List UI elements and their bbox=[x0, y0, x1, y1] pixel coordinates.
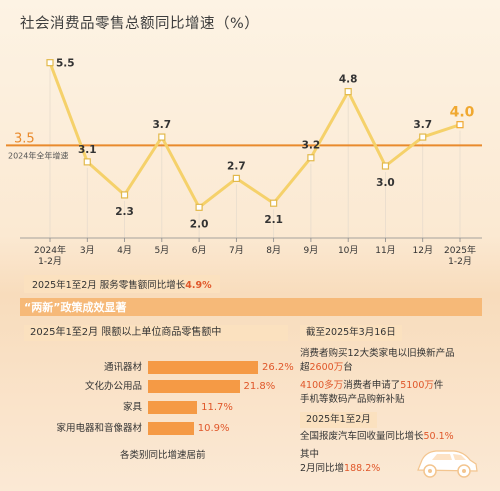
data-point bbox=[120, 191, 129, 199]
data-point bbox=[307, 154, 315, 162]
right-line-5: 全国报废汽车回收量同比增长50.1% bbox=[300, 430, 454, 443]
chart-title: 社会消费品零售总额同比增速（%） bbox=[20, 16, 260, 32]
line-chart: 3.5 2024年全年增速 5.5 3.1 2.3 3.7 2.0 2.7 2.1 3.2 4.8… bbox=[6, 58, 482, 267]
data-label: 4.8 bbox=[339, 74, 358, 86]
data-label: 3.7 bbox=[153, 119, 172, 131]
data-point bbox=[456, 121, 464, 129]
data-label: 5.5 bbox=[56, 58, 75, 70]
services-note-text: 2025年1至2月 服务零售额同比增长 bbox=[32, 280, 186, 291]
goods-bar-label: 文化办公用品 bbox=[84, 381, 142, 392]
goods-bar-row: 通讯器材 26.2% bbox=[24, 361, 304, 374]
data-point bbox=[232, 174, 240, 182]
data-label: 2.0 bbox=[190, 218, 209, 230]
right-header-2: 2025年1至2月 bbox=[300, 412, 377, 428]
x-tick-label: 8月 bbox=[266, 245, 281, 256]
right-line-2: 超2600万台 bbox=[300, 361, 353, 374]
goods-bar-value: 10.9% bbox=[197, 423, 230, 434]
data-label: 2.1 bbox=[264, 214, 283, 226]
series-line bbox=[48, 62, 461, 209]
goods-bar bbox=[148, 380, 240, 393]
goods-bar bbox=[148, 422, 194, 435]
banner-title: “两新”政策成效显著 bbox=[24, 301, 127, 314]
x-tick-label: 7月 bbox=[229, 245, 244, 256]
right-line-5-pre: 全国报废汽车回收量同比增长 bbox=[300, 431, 424, 442]
data-point bbox=[381, 162, 390, 170]
right-line-4: 手机等数码产品购新补贴 bbox=[300, 394, 405, 405]
goods-bar bbox=[148, 361, 258, 374]
data-point bbox=[344, 87, 352, 96]
x-tick-label: 10月 bbox=[338, 245, 358, 256]
data-point bbox=[195, 203, 203, 211]
goods-bar-row: 家具 11.7% bbox=[24, 401, 304, 414]
data-label: 3.0 bbox=[376, 177, 395, 189]
data-label: 4.0 bbox=[450, 105, 475, 121]
data-point bbox=[158, 133, 166, 141]
car-icon bbox=[417, 450, 478, 478]
goods-bar-label: 家具 bbox=[122, 402, 142, 413]
data-point bbox=[46, 59, 54, 67]
data-label: 2.7 bbox=[227, 160, 246, 172]
data-label: 3.7 bbox=[413, 119, 432, 131]
right-line-7-pre: 2月同比增 bbox=[300, 463, 345, 474]
services-note-value: 4.9% bbox=[185, 280, 212, 291]
reference-value-label: 3.5 bbox=[14, 131, 35, 146]
x-tick-label: 1-2月 bbox=[38, 256, 62, 267]
right-line-2-pre: 超 bbox=[300, 362, 310, 373]
right-line-3-value-2: 5100万 bbox=[400, 380, 434, 391]
goods-bar-row: 家用电器和音像器材 10.9% bbox=[24, 422, 304, 435]
data-label: 3.1 bbox=[78, 144, 97, 156]
data-point bbox=[419, 133, 427, 141]
right-header-1: 截至2025年3月16日 bbox=[300, 325, 402, 341]
x-tick-label: 5月 bbox=[154, 245, 169, 256]
x-tick-label: 4月 bbox=[117, 245, 132, 256]
data-point bbox=[270, 199, 278, 207]
services-note: 2025年1至2月 服务零售额同比增长4.9% bbox=[24, 275, 220, 293]
data-label: 3.2 bbox=[302, 140, 321, 152]
x-tick-label: 6月 bbox=[192, 245, 207, 256]
banner-bar bbox=[20, 298, 482, 316]
x-tick-label: 2024年 bbox=[34, 244, 66, 256]
right-line-3-mid: 消费者申请了 bbox=[343, 380, 401, 391]
goods-bar-label: 通讯器材 bbox=[103, 362, 142, 373]
goods-bar-value: 11.7% bbox=[201, 402, 233, 413]
right-line-1: 消费者购买12大类家电以旧换新产品 bbox=[300, 348, 455, 359]
x-tick-label: 9月 bbox=[304, 245, 319, 256]
goods-header: 2025年1至2月 限额以上单位商品零售额中 bbox=[24, 325, 288, 341]
goods-bar-row: 文化办公用品 21.8% bbox=[24, 380, 304, 393]
right-line-3-post: 件 bbox=[433, 380, 444, 391]
goods-bar-value: 26.2% bbox=[262, 362, 294, 373]
right-line-5-value: 50.1% bbox=[423, 431, 454, 442]
x-tick-label: 3月 bbox=[80, 245, 95, 256]
right-line-3-value-1: 4100多万 bbox=[300, 380, 344, 391]
right-line-6: 其中 bbox=[300, 449, 320, 460]
x-tick-label: 12月 bbox=[413, 245, 433, 256]
right-line-2-value: 2600万 bbox=[309, 362, 344, 373]
data-label: 2.3 bbox=[115, 206, 134, 218]
goods-caption: 各类别同比增速居前 bbox=[120, 450, 206, 461]
goods-bar-value: 21.8% bbox=[243, 381, 276, 392]
goods-bar bbox=[148, 401, 198, 414]
reference-label: 2024年全年增速 bbox=[8, 150, 68, 160]
x-tick-label: 1-2月 bbox=[448, 256, 472, 267]
goods-bar-label: 家用电器和音像器材 bbox=[56, 423, 142, 434]
right-line-7-value: 188.2% bbox=[344, 463, 381, 474]
x-tick-label: 2025年 bbox=[444, 244, 476, 256]
data-point bbox=[83, 158, 91, 166]
right-line-3: 4100多万消费者申请了5100万件 bbox=[300, 379, 443, 392]
x-tick-label: 11月 bbox=[375, 245, 395, 256]
right-line-7: 2月同比增188.2% bbox=[300, 462, 380, 475]
right-line-2-post: 台 bbox=[343, 362, 353, 373]
